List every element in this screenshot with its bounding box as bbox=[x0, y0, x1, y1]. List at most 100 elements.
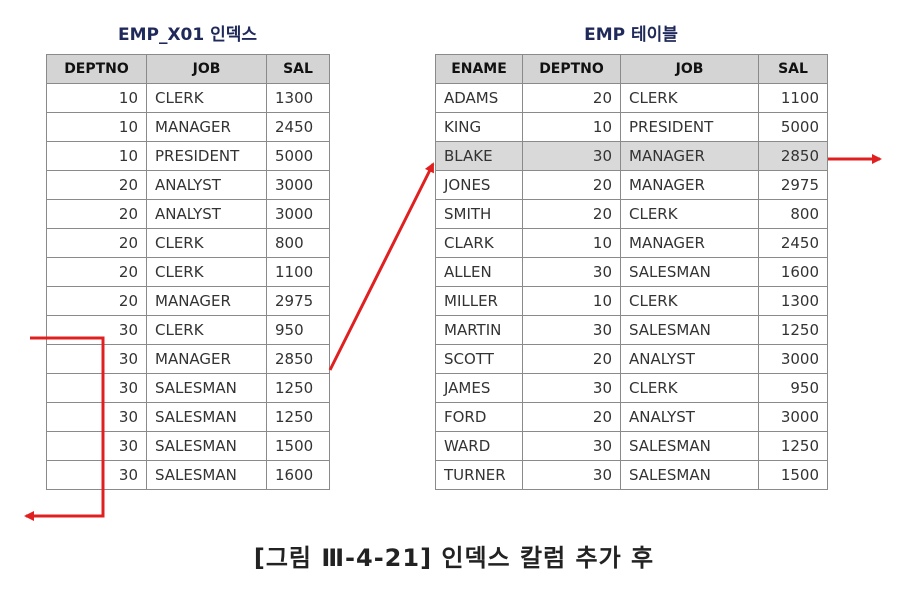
table-cell: 2850 bbox=[266, 344, 330, 374]
table-row: 10 MANAGER 2450 bbox=[46, 112, 330, 142]
table-row: 20 ANALYST 3000 bbox=[46, 199, 330, 229]
table-row: FORD 20 ANALYST 3000 bbox=[435, 402, 828, 432]
table-cell: 5000 bbox=[266, 141, 330, 171]
table-cell: 20 bbox=[46, 257, 147, 287]
table-row: JAMES 30 CLERK 950 bbox=[435, 373, 828, 403]
table-row: ADAMS 20 CLERK 1100 bbox=[435, 83, 828, 113]
table-cell: 3000 bbox=[758, 344, 828, 374]
table-header-row: ENAME DEPTNO JOB SAL bbox=[435, 54, 828, 84]
table-cell: 2975 bbox=[266, 286, 330, 316]
table-cell: JAMES bbox=[435, 373, 523, 403]
table-cell: SALESMAN bbox=[620, 431, 759, 461]
table-row: 30 SALESMAN 1600 bbox=[46, 460, 330, 490]
table-cell: 1500 bbox=[758, 460, 828, 490]
table-cell: 30 bbox=[46, 373, 147, 403]
figure-caption: [그림 Ⅲ-4-21] 인덱스 칼럼 추가 후 bbox=[253, 544, 655, 572]
table-cell: 30 bbox=[522, 257, 621, 287]
table-row: 30 SALESMAN 1250 bbox=[46, 373, 330, 403]
table-header-row: DEPTNO JOB SAL bbox=[46, 54, 330, 84]
table-cell: 20 bbox=[46, 199, 147, 229]
table-cell: 10 bbox=[522, 286, 621, 316]
column-header: DEPTNO bbox=[522, 54, 621, 84]
table-cell: 1100 bbox=[266, 257, 330, 287]
table-row: 30 CLERK 950 bbox=[46, 315, 330, 345]
table-cell: BLAKE bbox=[435, 141, 523, 171]
table-cell: 950 bbox=[758, 373, 828, 403]
table-cell: 30 bbox=[46, 402, 147, 432]
table-row: MARTIN 30 SALESMAN 1250 bbox=[435, 315, 828, 345]
table-cell: 2975 bbox=[758, 170, 828, 200]
table-cell: PRESIDENT bbox=[620, 112, 759, 142]
table-row: 10 PRESIDENT 5000 bbox=[46, 141, 330, 171]
table-row: TURNER 30 SALESMAN 1500 bbox=[435, 460, 828, 490]
table-cell: MANAGER bbox=[620, 141, 759, 171]
table-cell: SALESMAN bbox=[146, 402, 267, 432]
table-cell: 30 bbox=[46, 460, 147, 490]
table-cell: 1300 bbox=[758, 286, 828, 316]
table-row: WARD 30 SALESMAN 1250 bbox=[435, 431, 828, 461]
range-scan-bracket-arrow bbox=[24, 336, 105, 521]
table-cell: ALLEN bbox=[435, 257, 523, 287]
table-row: MILLER 10 CLERK 1300 bbox=[435, 286, 828, 316]
table-cell: 2850 bbox=[758, 141, 828, 171]
table-cell: 1250 bbox=[758, 315, 828, 345]
table-cell: 20 bbox=[522, 170, 621, 200]
table-cell: 800 bbox=[758, 199, 828, 229]
table-cell: 30 bbox=[522, 373, 621, 403]
table-cell: 1250 bbox=[266, 402, 330, 432]
table-row: CLARK 10 MANAGER 2450 bbox=[435, 228, 828, 258]
table-cell: 2450 bbox=[758, 228, 828, 258]
table-cell: 1250 bbox=[758, 431, 828, 461]
table-row: 30 SALESMAN 1500 bbox=[46, 431, 330, 461]
table-row: 10 CLERK 1300 bbox=[46, 83, 330, 113]
index-table: DEPTNO JOB SAL 10 CLERK 1300 10 MANAGER 2450 1… bbox=[46, 54, 330, 490]
table-row: BLAKE 30 MANAGER 2850 bbox=[435, 141, 828, 171]
table-cell: CLERK bbox=[620, 83, 759, 113]
table-cell: MANAGER bbox=[146, 112, 267, 142]
table-row: 30 SALESMAN 1250 bbox=[46, 402, 330, 432]
table-cell: CLERK bbox=[146, 228, 267, 258]
column-header: ENAME bbox=[435, 54, 523, 84]
table-cell: 20 bbox=[46, 286, 147, 316]
table-cell: ANALYST bbox=[146, 170, 267, 200]
table-cell: ANALYST bbox=[620, 344, 759, 374]
left-table-title: EMP_X01 인덱스 bbox=[117, 25, 258, 45]
table-cell: 30 bbox=[522, 460, 621, 490]
column-header: JOB bbox=[620, 54, 759, 84]
column-header: JOB bbox=[146, 54, 267, 84]
table-row: KING 10 PRESIDENT 5000 bbox=[435, 112, 828, 142]
table-cell: CLERK bbox=[146, 83, 267, 113]
table-cell: WARD bbox=[435, 431, 523, 461]
table-cell: 20 bbox=[522, 199, 621, 229]
rowid-access-arrow bbox=[328, 162, 435, 371]
table-cell: 1300 bbox=[266, 83, 330, 113]
table-cell: SALESMAN bbox=[146, 460, 267, 490]
table-cell: 30 bbox=[522, 141, 621, 171]
table-cell: 1500 bbox=[266, 431, 330, 461]
table-cell: PRESIDENT bbox=[146, 141, 267, 171]
emp-table-body: ADAMS 20 CLERK 1100 KING 10 PRESIDENT 5000 BLAKE… bbox=[435, 83, 828, 490]
table-cell: SALESMAN bbox=[620, 460, 759, 490]
table-cell: CLERK bbox=[146, 315, 267, 345]
table-cell: ANALYST bbox=[146, 199, 267, 229]
table-cell: CLARK bbox=[435, 228, 523, 258]
table-cell: 1600 bbox=[266, 460, 330, 490]
table-cell: MANAGER bbox=[620, 170, 759, 200]
table-cell: ANALYST bbox=[620, 402, 759, 432]
table-row: JONES 20 MANAGER 2975 bbox=[435, 170, 828, 200]
table-cell: 20 bbox=[522, 83, 621, 113]
table-row: SCOTT 20 ANALYST 3000 bbox=[435, 344, 828, 374]
table-cell: 1250 bbox=[266, 373, 330, 403]
table-cell: 30 bbox=[46, 431, 147, 461]
table-row: ALLEN 30 SALESMAN 1600 bbox=[435, 257, 828, 287]
index-table-body: 10 CLERK 1300 10 MANAGER 2450 10 PRESIDENT 5000 2… bbox=[46, 83, 330, 490]
table-cell: 30 bbox=[46, 315, 147, 345]
table-cell: TURNER bbox=[435, 460, 523, 490]
table-cell: CLERK bbox=[620, 373, 759, 403]
column-header: SAL bbox=[266, 54, 330, 84]
emp-table: ENAME DEPTNO JOB SAL ADAMS 20 CLERK 1100 KIN… bbox=[435, 54, 828, 490]
table-cell: SMITH bbox=[435, 199, 523, 229]
right-table-title: EMP 테이블 bbox=[584, 25, 678, 45]
table-cell: CLERK bbox=[620, 286, 759, 316]
